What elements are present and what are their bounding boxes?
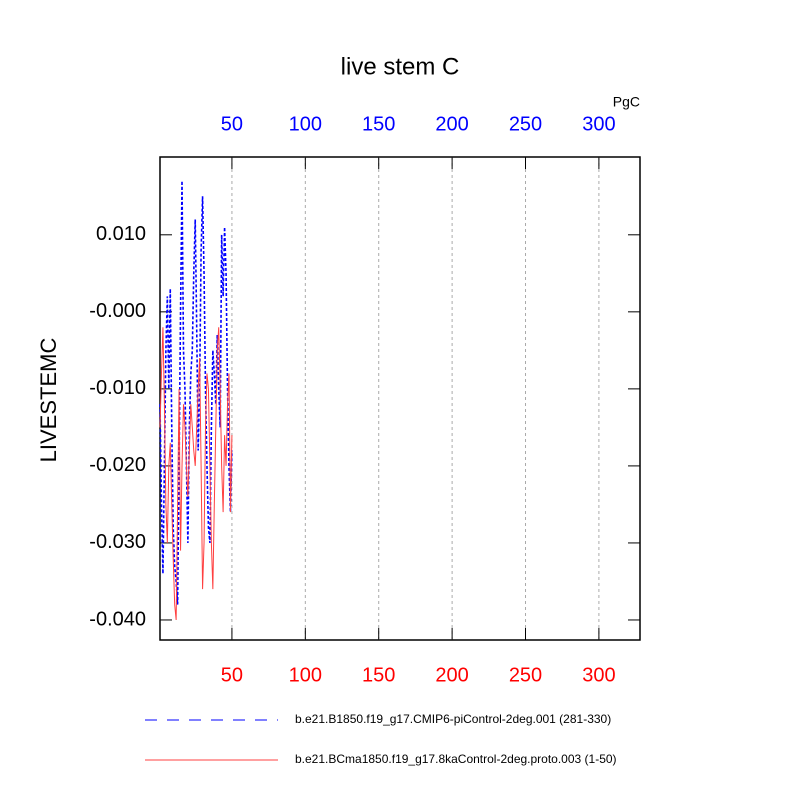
legend-label: b.e21.B1850.f19_g17.CMIP6-piControl-2deg… (295, 712, 611, 726)
series-line (159, 327, 233, 621)
x-tick-label: 100 (289, 664, 322, 686)
x-tick-label: 50 (221, 664, 243, 686)
x-tick-label-top: 100 (289, 113, 322, 135)
x-tick-label: 300 (582, 664, 615, 686)
y-tick-label: 0.010 (96, 223, 146, 245)
x-tick-label: 200 (435, 664, 468, 686)
y-tick-label: -0.000 (89, 300, 146, 322)
x-tick-label-top: 200 (435, 113, 468, 135)
y-tick-label: -0.040 (89, 608, 146, 630)
x-tick-label: 150 (362, 664, 395, 686)
series-line (159, 180, 233, 605)
x-tick-label: 250 (509, 664, 542, 686)
plot-frame (159, 156, 641, 641)
x-tick-label-top: 250 (509, 113, 542, 135)
chart-title: live stem C (341, 53, 460, 80)
x-tick-label-top: 150 (362, 113, 395, 135)
x-tick-label-top: 300 (582, 113, 615, 135)
y-tick-label: -0.010 (89, 377, 146, 399)
y-axis-label: LIVESTEMC (36, 338, 61, 463)
y-tick-label: -0.030 (89, 531, 146, 553)
x-tick-label-top: 50 (221, 113, 243, 135)
legend-label: b.e21.BCma1850.f19_g17.8kaControl-2deg.p… (295, 752, 617, 766)
y-tick-label: -0.020 (89, 454, 146, 476)
unit-annotation: PgC (613, 94, 640, 110)
